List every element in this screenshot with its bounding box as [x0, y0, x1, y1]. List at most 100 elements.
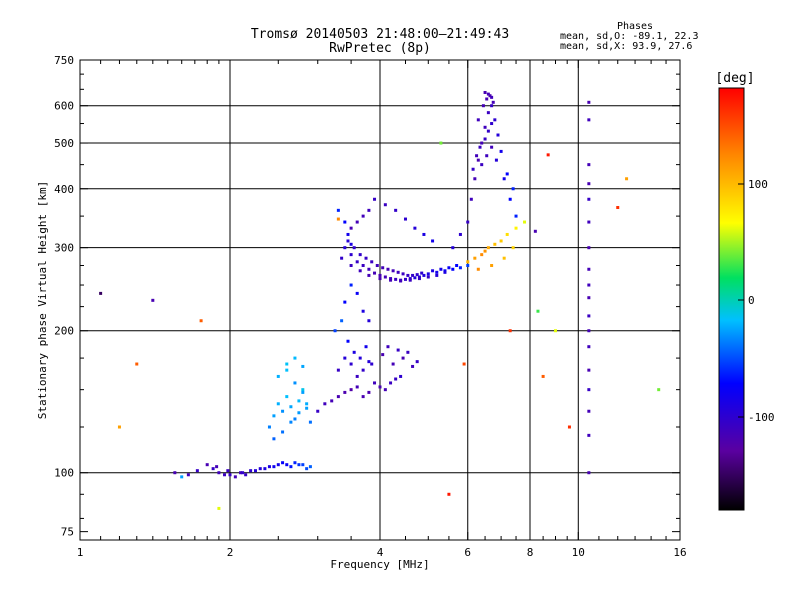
axis-ticks: 1 2 4 6 8 10 16 75 100 200 300 400 500 600 750	[54, 54, 687, 559]
data-point	[616, 206, 620, 210]
data-point	[443, 269, 447, 273]
x-tick-label: 4	[377, 546, 384, 559]
y-tick-label: 750	[54, 54, 74, 67]
data-point	[491, 100, 495, 104]
data-point	[226, 469, 230, 473]
data-point	[195, 469, 199, 473]
data-point	[285, 463, 289, 467]
y-tick-label: 200	[54, 325, 74, 338]
chart-subtitle: RwPretec (8p)	[329, 41, 431, 56]
data-point	[413, 226, 417, 230]
data-point	[403, 217, 407, 221]
data-point	[587, 220, 591, 224]
colorbar-unit: [deg]	[715, 71, 754, 86]
data-point	[480, 163, 484, 167]
data-point	[361, 395, 365, 399]
data-point	[305, 402, 309, 406]
data-point	[355, 260, 359, 264]
data-point	[508, 197, 512, 201]
data-point	[336, 217, 340, 221]
data-point	[180, 475, 184, 479]
data-point	[435, 270, 439, 274]
y-tick-label: 500	[54, 137, 74, 150]
data-point	[367, 319, 371, 323]
data-point	[536, 309, 540, 313]
data-point	[426, 272, 430, 276]
data-point	[523, 220, 527, 224]
data-point	[228, 473, 232, 477]
data-point	[281, 409, 285, 413]
data-point	[494, 158, 498, 162]
data-point	[305, 406, 309, 410]
data-point	[301, 390, 305, 394]
data-point	[471, 167, 475, 171]
y-tick-label: 600	[54, 100, 74, 113]
data-point	[486, 246, 490, 250]
data-point	[417, 277, 421, 281]
data-point	[439, 267, 443, 271]
data-point	[625, 177, 629, 181]
data-point	[587, 409, 591, 413]
data-point	[289, 405, 293, 409]
data-point	[383, 203, 387, 207]
data-point	[533, 229, 537, 233]
data-point	[403, 277, 407, 281]
data-point	[186, 473, 190, 477]
data-point	[483, 125, 487, 129]
data-point	[502, 256, 506, 260]
y-tick-label: 75	[61, 526, 74, 539]
data-point	[505, 172, 509, 176]
data-point	[373, 197, 377, 201]
data-point	[455, 264, 459, 268]
data-point	[406, 350, 410, 354]
data-point	[386, 267, 390, 271]
data-point	[415, 360, 419, 364]
data-point	[272, 437, 276, 441]
chart-title: Tromsø 20140503 21:48:00–21:49:43	[250, 27, 510, 42]
data-point	[361, 264, 365, 268]
data-point	[293, 461, 297, 465]
data-point	[422, 232, 426, 236]
data-point	[657, 388, 661, 392]
x-tick-label: 1	[77, 546, 84, 559]
y-tick-label: 100	[54, 467, 74, 480]
data-point	[375, 264, 379, 268]
data-point	[481, 104, 485, 108]
data-point	[217, 471, 221, 475]
data-point	[458, 232, 462, 236]
x-axis-label: Frequency [MHz]	[330, 558, 429, 571]
data-point	[349, 362, 353, 366]
data-point	[451, 267, 455, 271]
data-point	[389, 277, 393, 281]
data-point	[285, 362, 289, 366]
y-tick-label: 400	[54, 183, 74, 196]
data-point	[451, 246, 455, 250]
data-point	[223, 473, 227, 477]
data-point	[476, 267, 480, 271]
phase-x-stats: mean, sd,X: 93.9, 27.6	[560, 41, 693, 52]
data-point	[373, 271, 377, 275]
data-point	[293, 356, 297, 360]
data-point	[514, 214, 518, 218]
data-point	[475, 154, 479, 158]
data-point	[233, 475, 237, 479]
data-point	[361, 368, 365, 372]
data-point	[476, 118, 480, 122]
data-point	[281, 461, 285, 465]
data-point	[431, 269, 435, 273]
phase-summary: Phases mean, sd,O: -89.1, 22.3 mean, sd,…	[560, 22, 710, 52]
data-point	[415, 273, 419, 277]
data-point	[541, 374, 545, 378]
data-point	[511, 246, 515, 250]
data-point	[490, 95, 494, 99]
data-point	[486, 111, 490, 115]
data-point	[490, 264, 494, 268]
data-point	[336, 208, 340, 212]
data-point	[293, 417, 297, 421]
data-point	[587, 368, 591, 372]
y-axis-label: Stationary phase Virtual Height [km]	[36, 181, 49, 419]
data-point	[343, 246, 347, 250]
data-point	[358, 356, 362, 360]
data-point	[340, 256, 344, 260]
x-tick-label: 16	[673, 546, 686, 559]
